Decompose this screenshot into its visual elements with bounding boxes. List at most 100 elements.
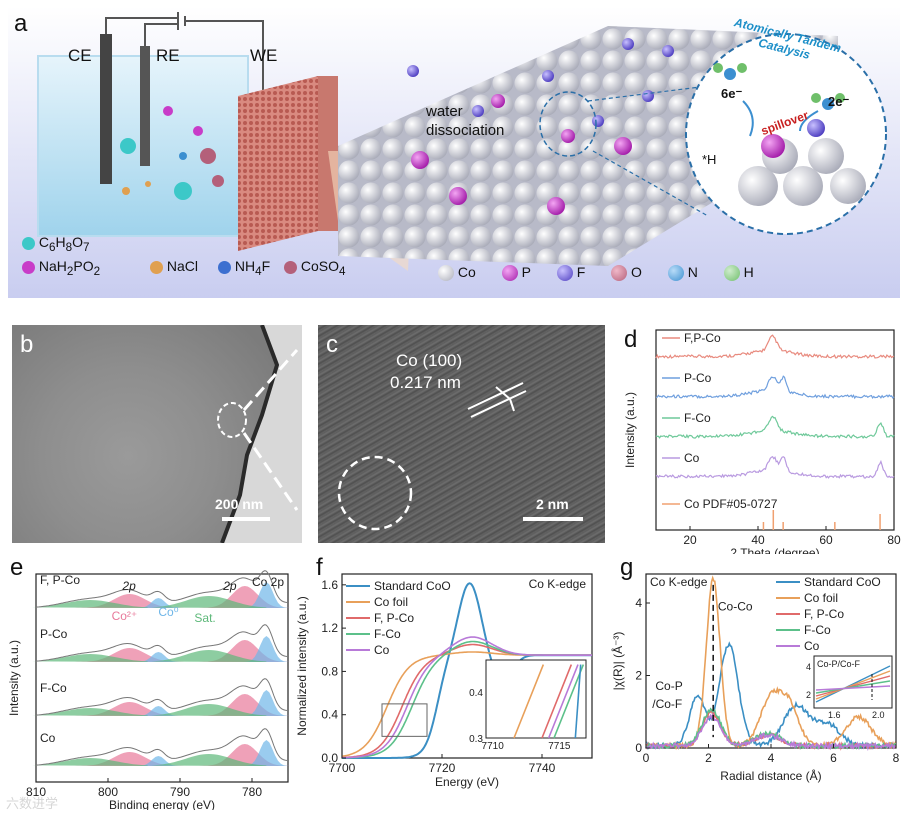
xanes-legend-label: F, P-Co	[374, 611, 414, 625]
xps-series-label: F-Co	[40, 681, 67, 695]
inset-series-line	[815, 680, 891, 694]
x-tick-label: 8	[893, 751, 900, 765]
xrd-series-label: F,P-Co	[684, 331, 721, 345]
inset-label: Co-P/Co-F	[817, 659, 861, 669]
xps-component-peak	[208, 740, 324, 766]
y-tick-label: 4	[635, 596, 642, 610]
exafs-legend-label: F, P-Co	[804, 607, 844, 621]
inset-series-line	[547, 664, 579, 739]
annotation-co-p: Co-P	[655, 679, 682, 693]
chart-title: Co K-edge	[650, 575, 708, 589]
y-tick-label: 1.2	[321, 621, 338, 635]
xanes-series-line	[342, 636, 592, 759]
panel-f-xanes-chart: Standard CoO Co foil F, P-Co F-Co Co Co K-edg…	[295, 554, 596, 810]
reference-label: Co PDF#05-0727	[684, 497, 778, 511]
annotation-co-2p: Co 2p	[252, 575, 284, 589]
y-tick-label: 0.8	[321, 664, 338, 678]
ce-label: CE	[68, 46, 92, 65]
d-spacing-label: 0.217 nm	[390, 373, 461, 392]
xps-component-peak	[187, 640, 303, 662]
atom-legend-h: H	[723, 264, 754, 282]
zoom-box	[381, 703, 428, 737]
x-tick-label: 7740	[529, 761, 556, 775]
atom-legend-f: F	[556, 264, 585, 282]
atom-legend: Co P F O N H	[438, 264, 754, 282]
xps-envelope-line	[35, 728, 289, 766]
xanes-legend-label: F-Co	[374, 627, 401, 641]
six-electron-label: 6e⁻	[721, 86, 743, 101]
legend-sodium-hypophosphite: NaH2PO2	[22, 258, 100, 278]
inset-x-tick-label: 7710	[482, 741, 505, 752]
x-axis-label: Radial distance (Å)	[720, 768, 821, 783]
x-tick-label: 4	[768, 751, 775, 765]
chart-title: Co K-edge	[529, 577, 587, 591]
panel-c-label: c	[326, 331, 338, 358]
annotation-sat: Sat.	[194, 611, 215, 625]
panel-a-illustration	[8, 6, 900, 298]
xps-component-peak	[187, 586, 303, 608]
exafs-legend-label: Co	[804, 639, 820, 653]
xps-component-peak	[72, 648, 188, 662]
re-label: RE	[156, 46, 180, 65]
xps-envelope-line	[35, 570, 289, 608]
panel-d-label: d	[624, 326, 638, 353]
inset-x-tick-label: 2.0	[872, 710, 885, 720]
y-tick-label: 1.6	[321, 578, 338, 592]
plot-frame	[655, 329, 895, 531]
xps-component-peak	[100, 598, 216, 608]
we-label: WE	[250, 46, 278, 65]
h-star-label: *H	[702, 152, 717, 167]
inset-x-tick-label: 7715	[548, 741, 571, 752]
x-axis-label: 2 Theta (degree)	[730, 546, 819, 554]
panel-e-xps-chart: F, P-Co P-Co F-Co Co 2p 2p Co 2p Co²⁺ Co⁰ Sat. 810…	[4, 554, 324, 812]
panel-c-hrtem-image: c Co (100) 0.217 nm 2 nm	[318, 325, 605, 543]
x-tick-label: 2	[705, 751, 712, 765]
x-axis-label: Energy (eV)	[435, 775, 499, 789]
x-tick-label: 790	[170, 785, 190, 799]
xps-envelope-line	[35, 624, 289, 662]
two-electron-label: 2e⁻	[828, 94, 850, 109]
inset-series-line	[574, 664, 582, 739]
xps-series-label: F, P-Co	[40, 573, 80, 587]
atom-legend-n: N	[667, 264, 698, 282]
annotation-co-co: Co-Co	[718, 599, 753, 613]
atom-legend-co: Co	[438, 264, 476, 282]
xanes-legend-label: Co foil	[374, 595, 408, 609]
x-tick-label: 7720	[429, 761, 456, 775]
counter-electrode	[100, 34, 112, 184]
inset-series-line	[553, 664, 585, 739]
xps-component-peak	[32, 654, 148, 662]
inset-series-line	[541, 664, 573, 739]
inset-series-line	[513, 664, 545, 739]
xanes-legend-label: Standard CoO	[374, 579, 451, 593]
panel-a: a CE RE WE water dissociation Atomically…	[8, 6, 900, 298]
y-axis-label: Intensity (a.u.)	[7, 640, 21, 716]
x-tick-label: 40	[751, 533, 765, 547]
xps-component-peak	[32, 600, 148, 608]
inset-frame	[813, 655, 893, 709]
xps-component-peak	[208, 690, 324, 716]
annotation-co2plus: Co²⁺	[112, 609, 138, 623]
annotation-2p-half: 2p	[121, 579, 136, 593]
panel-g-exafs-chart: Standard CoO Co foil F, P-Co F-Co Co Co K-edg…	[600, 554, 904, 810]
annotation-2p-three-halves: 2p	[222, 579, 237, 593]
x-tick-label: 20	[683, 533, 697, 547]
exafs-legend-label: Standard CoO	[804, 575, 881, 589]
inset-series-line	[815, 670, 891, 700]
xrd-series-line	[655, 415, 895, 439]
legend-citric-acid: C6H8O7	[22, 234, 89, 254]
x-tick-label: 780	[242, 785, 262, 799]
x-tick-label: 0	[643, 751, 650, 765]
xrd-series-line	[655, 455, 895, 479]
x-tick-label: 80	[887, 533, 901, 547]
y-tick-label: 0.0	[321, 751, 338, 765]
xps-component-peak	[100, 756, 216, 766]
exafs-legend-label: Co foil	[804, 591, 838, 605]
xps-component-peak	[72, 702, 188, 716]
xps-component-peak	[100, 652, 216, 662]
panel-c-scale-label: 2 nm	[536, 496, 569, 512]
annotation-co-f: /Co-F	[652, 697, 682, 711]
inset-y-tick-label: 0.4	[469, 688, 483, 699]
xps-series-label: P-Co	[40, 627, 68, 641]
xps-series-label: Co	[40, 731, 56, 745]
